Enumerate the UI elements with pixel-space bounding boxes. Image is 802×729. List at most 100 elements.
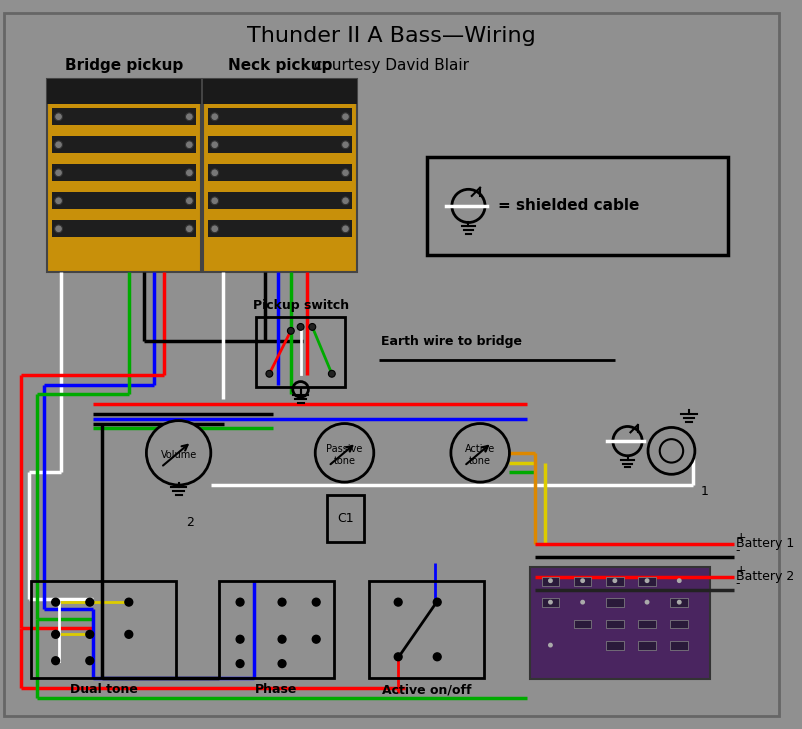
Circle shape (342, 169, 350, 176)
Circle shape (236, 599, 244, 606)
Bar (219, 581, 334, 678)
Text: Neck pickup: Neck pickup (228, 58, 332, 73)
Circle shape (211, 113, 219, 120)
Circle shape (266, 370, 273, 377)
Bar (638, 642, 656, 650)
Circle shape (236, 636, 244, 643)
Bar (638, 577, 656, 585)
Text: 1: 1 (701, 485, 709, 498)
Circle shape (236, 660, 244, 668)
Bar (670, 620, 688, 628)
Bar (47, 79, 201, 272)
Text: Volume: Volume (160, 450, 196, 460)
Circle shape (147, 421, 211, 485)
Bar (541, 577, 559, 585)
Text: Battery 2: Battery 2 (736, 570, 794, 583)
Text: Pickup switch: Pickup switch (253, 300, 349, 312)
Circle shape (185, 141, 193, 149)
Circle shape (185, 225, 193, 233)
Circle shape (125, 631, 132, 639)
Bar (51, 164, 196, 182)
Bar (574, 620, 591, 628)
Bar (369, 581, 484, 678)
Text: = shielded cable: = shielded cable (498, 198, 639, 214)
Circle shape (342, 141, 350, 149)
Bar (638, 620, 656, 628)
Text: Earth wire to bridge: Earth wire to bridge (381, 335, 521, 348)
Circle shape (55, 141, 63, 149)
Bar (670, 599, 688, 607)
Circle shape (342, 225, 350, 233)
Circle shape (548, 600, 553, 604)
Text: 2: 2 (186, 516, 194, 529)
Text: C1: C1 (337, 512, 354, 525)
Bar (51, 136, 196, 153)
Circle shape (451, 424, 509, 482)
Circle shape (433, 599, 441, 606)
Circle shape (55, 197, 63, 205)
Circle shape (211, 169, 219, 176)
Circle shape (185, 113, 193, 120)
Circle shape (86, 631, 94, 639)
Circle shape (51, 599, 59, 606)
Bar (574, 577, 591, 585)
Circle shape (548, 578, 553, 583)
Text: Bridge pickup: Bridge pickup (65, 58, 183, 73)
Circle shape (185, 169, 193, 176)
Text: courtesy David Blair: courtesy David Blair (314, 58, 469, 73)
Circle shape (278, 660, 286, 668)
Circle shape (125, 599, 132, 606)
Circle shape (660, 439, 683, 463)
Circle shape (342, 113, 350, 120)
Bar (208, 164, 352, 182)
Bar (51, 108, 196, 125)
Circle shape (51, 631, 59, 639)
Bar (670, 642, 688, 650)
Circle shape (395, 653, 402, 660)
Circle shape (395, 599, 402, 606)
Circle shape (315, 424, 374, 482)
Bar (541, 599, 559, 607)
Circle shape (55, 225, 63, 233)
Text: Active on/off: Active on/off (382, 683, 472, 696)
Circle shape (342, 197, 350, 205)
Circle shape (580, 600, 585, 604)
Text: Passive
tone: Passive tone (326, 444, 363, 466)
Circle shape (55, 169, 63, 176)
Bar (51, 220, 196, 238)
Text: Active
tone: Active tone (465, 444, 496, 466)
Bar (203, 79, 357, 104)
Text: Thunder II A Bass—Wiring: Thunder II A Bass—Wiring (247, 26, 536, 46)
Bar (327, 495, 364, 542)
Bar (427, 157, 728, 254)
Bar (208, 220, 352, 238)
Circle shape (185, 197, 193, 205)
Circle shape (312, 636, 320, 643)
Circle shape (548, 643, 553, 647)
Bar (256, 317, 346, 387)
Bar (208, 108, 352, 125)
Circle shape (645, 600, 650, 604)
Circle shape (86, 599, 94, 606)
Bar (606, 599, 624, 607)
Circle shape (211, 141, 219, 149)
Circle shape (433, 653, 441, 660)
Text: +: + (736, 564, 747, 577)
Bar (51, 192, 196, 209)
Circle shape (86, 657, 94, 665)
Text: -: - (736, 577, 740, 590)
Text: -: - (736, 544, 740, 557)
Circle shape (51, 657, 59, 665)
Circle shape (278, 636, 286, 643)
Circle shape (211, 197, 219, 205)
Text: +: + (736, 531, 747, 545)
Circle shape (580, 578, 585, 583)
Text: Battery 1: Battery 1 (736, 537, 794, 550)
Circle shape (298, 324, 304, 330)
Circle shape (312, 599, 320, 606)
Bar (606, 642, 624, 650)
Bar (606, 577, 624, 585)
Circle shape (613, 578, 618, 583)
Circle shape (677, 600, 682, 604)
Bar (208, 136, 352, 153)
